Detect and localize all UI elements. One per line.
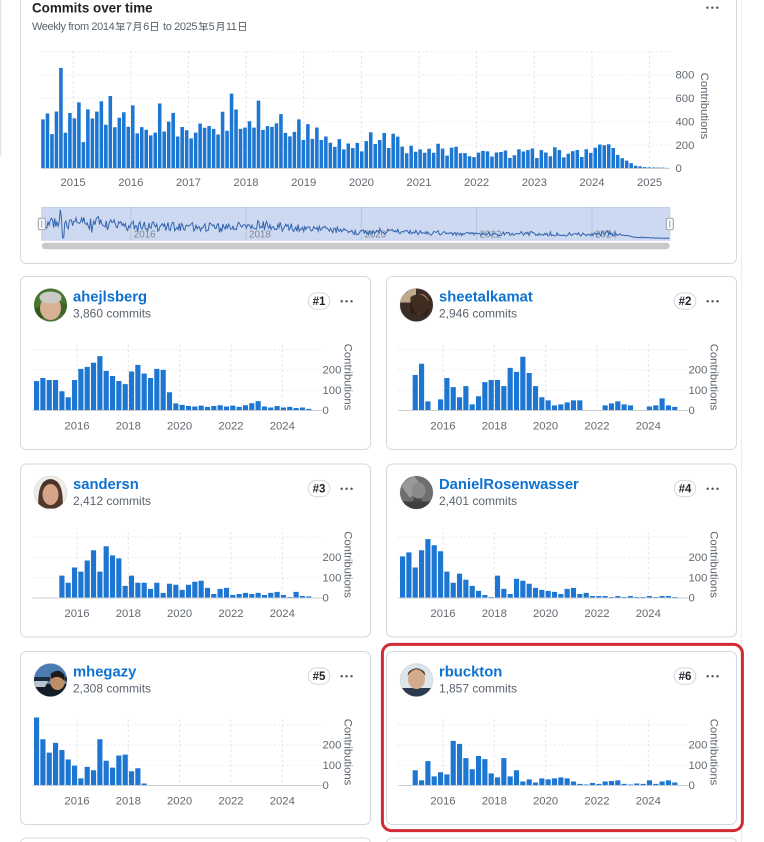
svg-text:800: 800: [676, 70, 695, 82]
svg-text:2024: 2024: [636, 608, 661, 620]
svg-text:0: 0: [689, 593, 695, 605]
svg-text:1,857 commits: 1,857 commits: [439, 682, 517, 696]
svg-text:200: 200: [689, 365, 708, 377]
svg-text:2,412 commits: 2,412 commits: [73, 494, 151, 508]
svg-text:2016: 2016: [430, 608, 455, 620]
svg-text:200: 200: [323, 365, 342, 377]
svg-text:100: 100: [689, 760, 708, 772]
svg-text:2022: 2022: [584, 421, 609, 433]
svg-text:2020: 2020: [533, 421, 558, 433]
svg-text:2022: 2022: [584, 608, 609, 620]
svg-text:2022: 2022: [464, 177, 489, 189]
svg-text:2024: 2024: [270, 421, 295, 433]
svg-text:2020: 2020: [533, 608, 558, 620]
svg-text:2024: 2024: [579, 177, 604, 189]
svg-text:2020: 2020: [167, 796, 192, 808]
svg-text:ahejlsberg: ahejlsberg: [73, 290, 147, 306]
svg-text:100: 100: [689, 572, 708, 584]
svg-text:2024: 2024: [595, 230, 617, 241]
svg-text:2022: 2022: [218, 608, 243, 620]
svg-text:DanielRosenwasser: DanielRosenwasser: [439, 477, 579, 493]
svg-text:2023: 2023: [522, 177, 547, 189]
svg-text:2020: 2020: [533, 796, 558, 808]
svg-text:0: 0: [323, 780, 329, 792]
svg-text:2024: 2024: [270, 608, 295, 620]
svg-text:Contributions: Contributions: [708, 531, 720, 598]
svg-text:Contributions: Contributions: [342, 531, 354, 598]
svg-text:Contributions: Contributions: [708, 719, 720, 786]
svg-text:2018: 2018: [116, 421, 141, 433]
svg-text:2,401 commits: 2,401 commits: [439, 494, 517, 508]
svg-text:2016: 2016: [430, 796, 455, 808]
svg-text:2018: 2018: [233, 177, 258, 189]
svg-text:2016: 2016: [118, 177, 143, 189]
svg-text:100: 100: [323, 760, 342, 772]
svg-text:400: 400: [676, 116, 695, 128]
svg-text:2019: 2019: [291, 177, 316, 189]
svg-text:sandersn: sandersn: [73, 477, 139, 493]
svg-text:2016: 2016: [64, 796, 89, 808]
svg-text:2018: 2018: [116, 796, 141, 808]
svg-text:200: 200: [323, 552, 342, 564]
svg-text:200: 200: [689, 740, 708, 752]
svg-text:0: 0: [676, 163, 682, 175]
svg-text:#4: #4: [679, 484, 692, 496]
svg-text:2016: 2016: [134, 230, 156, 241]
svg-text:2024: 2024: [270, 796, 295, 808]
svg-text:mhegazy: mhegazy: [73, 665, 137, 681]
svg-text:2020: 2020: [364, 230, 386, 241]
svg-text:Commits over time: Commits over time: [32, 1, 153, 16]
svg-text:2015: 2015: [61, 177, 86, 189]
svg-text:Contributions: Contributions: [342, 719, 354, 786]
svg-text:2,308 commits: 2,308 commits: [73, 682, 151, 696]
svg-text:rbuckton: rbuckton: [439, 665, 502, 681]
svg-text:Contributions: Contributions: [708, 344, 720, 411]
svg-text:600: 600: [676, 93, 695, 105]
svg-text:100: 100: [689, 385, 708, 397]
svg-text:2016: 2016: [430, 421, 455, 433]
svg-text:2022: 2022: [218, 421, 243, 433]
svg-text:2018: 2018: [249, 230, 271, 241]
svg-text:0: 0: [689, 780, 695, 792]
svg-text:Contributions: Contributions: [342, 344, 354, 411]
svg-text:2021: 2021: [406, 177, 431, 189]
svg-text:2025: 2025: [637, 177, 662, 189]
svg-text:100: 100: [323, 385, 342, 397]
svg-text:2022: 2022: [218, 796, 243, 808]
svg-text:2020: 2020: [167, 421, 192, 433]
svg-text:100: 100: [323, 572, 342, 584]
svg-text:200: 200: [689, 552, 708, 564]
svg-text:sheetalkamat: sheetalkamat: [439, 290, 533, 306]
svg-text:#6: #6: [679, 671, 692, 683]
svg-text:2024: 2024: [636, 796, 661, 808]
svg-text:2024: 2024: [636, 421, 661, 433]
svg-text:2018: 2018: [116, 608, 141, 620]
svg-text:200: 200: [676, 140, 695, 152]
svg-text:2018: 2018: [482, 608, 507, 620]
svg-text:3,860 commits: 3,860 commits: [73, 307, 151, 321]
svg-text:200: 200: [323, 740, 342, 752]
svg-text:#1: #1: [313, 296, 326, 308]
svg-text:#2: #2: [679, 296, 692, 308]
svg-text:#3: #3: [313, 484, 326, 496]
svg-text:2022: 2022: [584, 796, 609, 808]
svg-text:2016: 2016: [64, 421, 89, 433]
svg-text:2,946 commits: 2,946 commits: [439, 307, 517, 321]
svg-text:0: 0: [323, 593, 329, 605]
svg-text:Contributions: Contributions: [698, 73, 710, 140]
svg-text:2020: 2020: [349, 177, 374, 189]
svg-text:0: 0: [689, 405, 695, 417]
svg-text:2016: 2016: [64, 608, 89, 620]
svg-text:2020: 2020: [167, 608, 192, 620]
svg-text:0: 0: [323, 405, 329, 417]
svg-text:#5: #5: [313, 671, 326, 683]
svg-text:2018: 2018: [482, 421, 507, 433]
svg-text:2018: 2018: [482, 796, 507, 808]
svg-text:2017: 2017: [176, 177, 201, 189]
